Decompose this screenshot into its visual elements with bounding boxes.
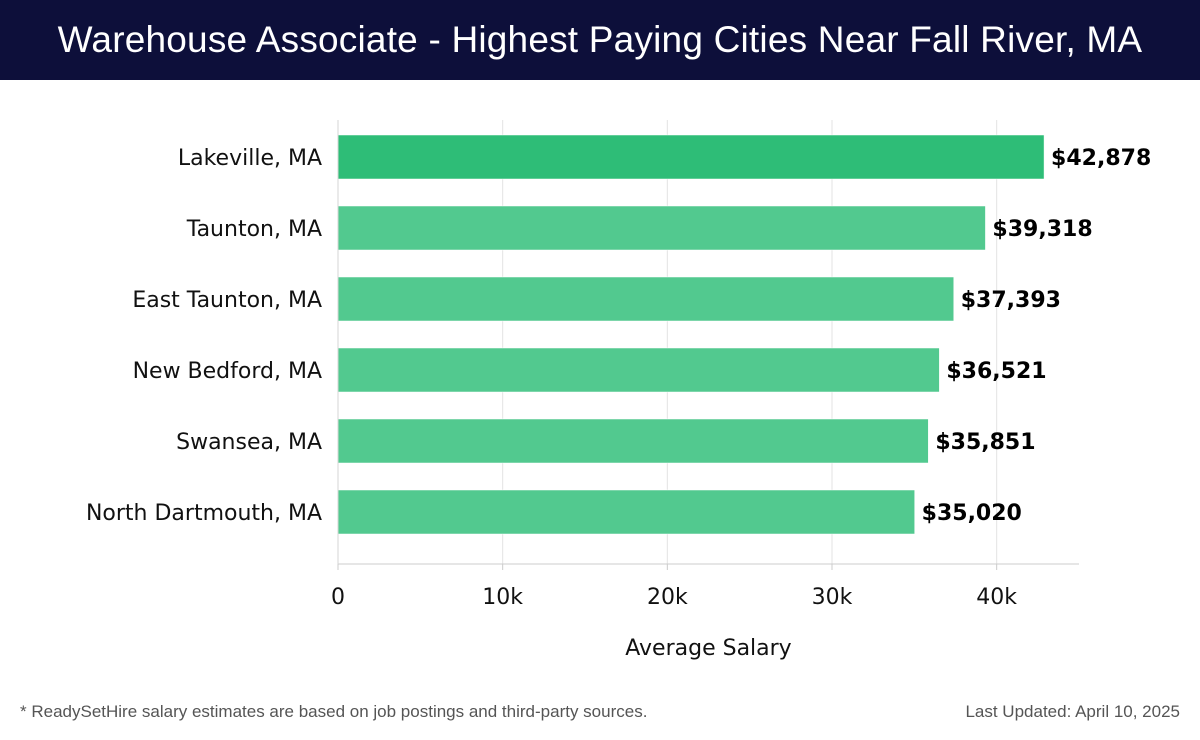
category-label: Taunton, MA <box>186 217 322 242</box>
bar-layer <box>337 134 1045 535</box>
value-label: $36,521 <box>946 359 1046 384</box>
x-tick-label: 10k <box>482 585 523 610</box>
bar <box>337 134 1045 180</box>
category-label: New Bedford, MA <box>133 359 322 384</box>
category-label: North Dartmouth, MA <box>86 501 322 526</box>
title-bar: Warehouse Associate - Highest Paying Cit… <box>0 0 1200 80</box>
bar <box>337 276 954 322</box>
x-tick-label: 0 <box>331 585 345 610</box>
x-axis-title: Average Salary <box>625 636 791 661</box>
bar <box>337 418 929 464</box>
bar-chart: Lakeville, MA $42,878 Taunton, MA $39,318 Ea… <box>86 120 1151 661</box>
x-axis: 0 10k 20k 30k 40k Average Salary <box>331 120 1079 661</box>
value-label: $37,393 <box>961 288 1061 313</box>
label-layer: Lakeville, MA $42,878 Taunton, MA $39,318 Ea… <box>86 146 1151 526</box>
footnote: * ReadySetHire salary estimates are base… <box>20 702 648 721</box>
bar <box>337 347 940 393</box>
category-label: Lakeville, MA <box>178 146 322 171</box>
value-label: $35,020 <box>922 501 1022 526</box>
x-tick-label: 20k <box>647 585 688 610</box>
x-tick-label: 40k <box>976 585 1017 610</box>
category-label: East Taunton, MA <box>132 288 322 313</box>
chart-title: Warehouse Associate - Highest Paying Cit… <box>57 19 1143 60</box>
value-label: $42,878 <box>1051 146 1151 171</box>
last-updated: Last Updated: April 10, 2025 <box>965 702 1180 721</box>
bar <box>337 489 915 535</box>
bar <box>337 205 986 251</box>
value-label: $35,851 <box>935 430 1035 455</box>
x-tick-label: 30k <box>812 585 853 610</box>
category-label: Swansea, MA <box>176 430 322 455</box>
value-label: $39,318 <box>992 217 1092 242</box>
